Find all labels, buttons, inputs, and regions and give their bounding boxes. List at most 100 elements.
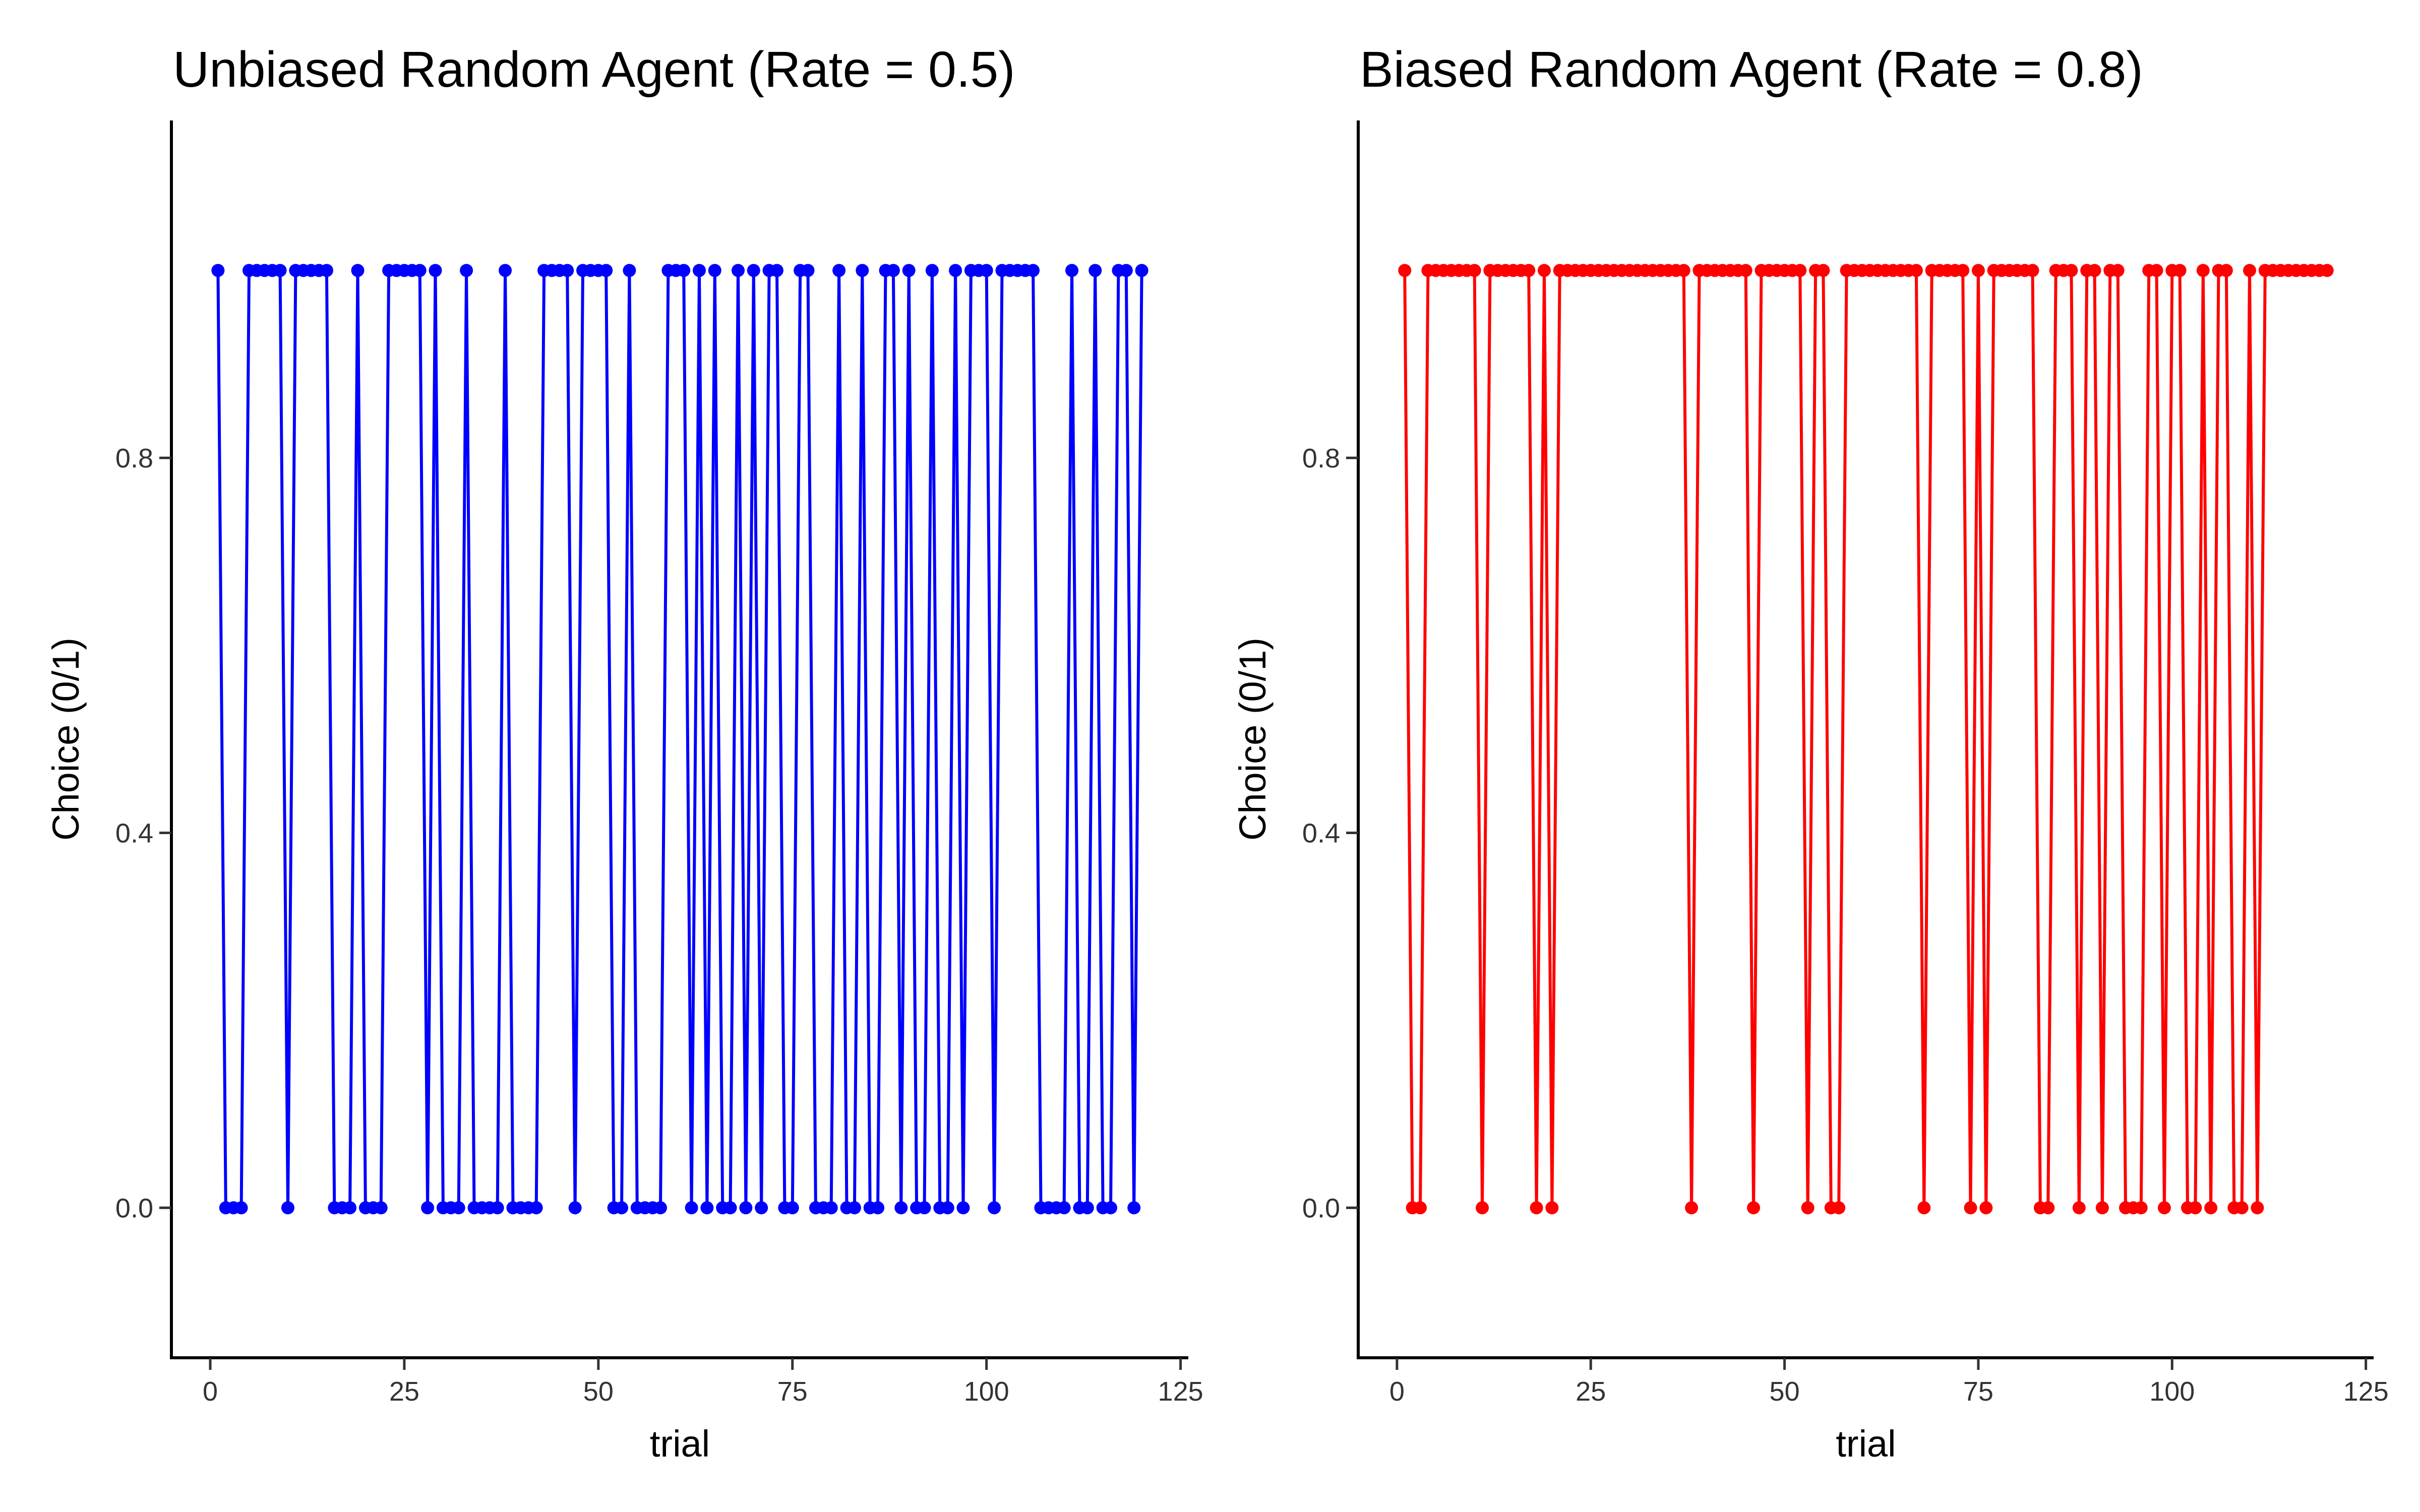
data-point	[1801, 1201, 1814, 1215]
data-point	[1127, 1201, 1141, 1215]
data-point	[273, 264, 287, 277]
chart-title: Biased Random Agent (Rate = 0.8)	[1360, 41, 2143, 98]
data-point	[1747, 1201, 1761, 1215]
data-point	[708, 264, 721, 277]
data-point	[692, 264, 706, 277]
data-point	[2219, 264, 2233, 277]
x-tick-label: 25	[1576, 1376, 1606, 1407]
data-point	[2157, 1201, 2171, 1215]
data-point	[1475, 1201, 1489, 1215]
data-point	[2150, 264, 2163, 277]
data-point	[2111, 264, 2125, 277]
data-point	[1793, 264, 1807, 277]
data-point	[1979, 1201, 1993, 1215]
data-point	[413, 264, 427, 277]
data-point	[1677, 264, 1690, 277]
data-point	[499, 264, 512, 277]
data-point	[801, 264, 815, 277]
data-point	[654, 1201, 668, 1215]
data-point	[1964, 1201, 1977, 1215]
data-point	[1413, 1201, 1427, 1215]
data-point	[1530, 1201, 1543, 1215]
x-tick-label: 25	[389, 1376, 419, 1407]
data-point	[623, 264, 636, 277]
data-point	[1057, 1201, 1071, 1215]
data-point	[1088, 264, 1102, 277]
data-point	[374, 1201, 388, 1215]
x-tick-label: 0	[203, 1376, 218, 1407]
data-point	[281, 1201, 294, 1215]
y-tick-label: 0.4	[115, 818, 153, 848]
x-tick-label: 100	[2149, 1376, 2195, 1407]
data-point	[731, 264, 745, 277]
data-point	[1537, 264, 1551, 277]
data-point	[529, 1201, 543, 1215]
data-point	[421, 1201, 435, 1215]
series-line	[1403, 269, 2327, 1210]
x-tick-label: 100	[964, 1376, 1009, 1407]
panel-unbiased: Unbiased Random Agent (Rate = 0.5) 0.0 0.4…	[45, 41, 1203, 1465]
data-point	[1104, 1201, 1118, 1215]
series-line	[216, 269, 1143, 1210]
data-point	[615, 1201, 629, 1215]
data-point	[894, 1201, 908, 1215]
x-axis-title: trial	[1836, 1423, 1896, 1465]
data-point	[1135, 264, 1148, 277]
data-point	[918, 1201, 931, 1215]
x-axis-title: trial	[650, 1423, 710, 1465]
chart-title: Unbiased Random Agent (Rate = 0.5)	[173, 41, 1015, 98]
data-point	[1832, 1201, 1846, 1215]
data-point	[739, 1201, 753, 1215]
data-point	[234, 1201, 248, 1215]
data-point	[832, 264, 846, 277]
data-point	[824, 1201, 838, 1215]
data-point	[2095, 1201, 2109, 1215]
data-point	[211, 264, 225, 277]
data-point	[1026, 264, 1040, 277]
data-point	[343, 1201, 357, 1215]
x-tick-label: 125	[1158, 1376, 1203, 1407]
data-point	[980, 264, 993, 277]
x-tick-label: 50	[1770, 1376, 1800, 1407]
data-point	[755, 1201, 768, 1215]
panel-biased: Biased Random Agent (Rate = 0.8) 0.0 0.4 0.…	[1232, 41, 2389, 1465]
data-point	[568, 1201, 582, 1215]
data-point	[2251, 1201, 2264, 1215]
data-point	[700, 1201, 714, 1215]
x-tick-label: 125	[2343, 1376, 2389, 1407]
y-tick-label: 0.0	[1302, 1193, 1340, 1223]
data-point	[2134, 1201, 2148, 1215]
data-point	[460, 264, 473, 277]
data-point	[429, 264, 442, 277]
data-point	[2235, 1201, 2249, 1215]
y-tick-label: 0.8	[1302, 444, 1340, 474]
data-point	[785, 1201, 799, 1215]
data-point	[2204, 1201, 2218, 1215]
data-point	[2173, 264, 2187, 277]
data-point	[1971, 264, 1985, 277]
data-point	[925, 264, 939, 277]
data-point	[941, 1201, 954, 1215]
data-point	[1817, 264, 1830, 277]
data-point	[677, 264, 691, 277]
data-point	[1398, 264, 1412, 277]
x-tick-label: 0	[1389, 1376, 1405, 1407]
data-point	[1522, 264, 1536, 277]
data-point	[747, 264, 760, 277]
data-point	[886, 264, 900, 277]
data-point	[561, 264, 574, 277]
data-point	[2196, 264, 2210, 277]
data-point	[491, 1201, 504, 1215]
data-point	[2243, 264, 2257, 277]
data-point	[2189, 1201, 2202, 1215]
data-point	[871, 1201, 885, 1215]
data-point	[902, 264, 916, 277]
data-point	[452, 1201, 465, 1215]
x-tick-label: 50	[583, 1376, 614, 1407]
data-point	[2026, 264, 2039, 277]
data-point	[1080, 1201, 1094, 1215]
data-point	[2041, 1201, 2055, 1215]
data-point	[1909, 264, 1923, 277]
data-point	[685, 1201, 698, 1215]
